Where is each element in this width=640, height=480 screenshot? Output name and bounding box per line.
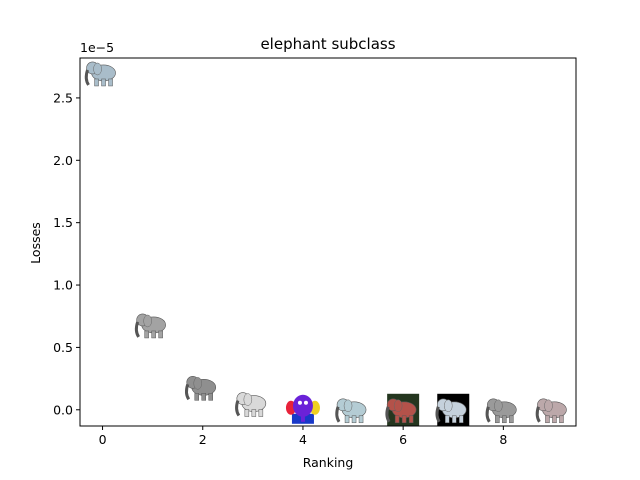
y-axis-label: Losses [28, 222, 43, 264]
elephant-icon [435, 393, 470, 426]
x-tick-label: 4 [299, 432, 307, 447]
y-scale-note: 1e−5 [80, 40, 114, 55]
y-tick-label: 2.0 [53, 153, 73, 168]
plot-area-frame [79, 57, 577, 427]
x-tick-label: 8 [499, 432, 507, 447]
x-tick-label: 0 [99, 432, 107, 447]
x-axis-label: Ranking [303, 455, 354, 470]
y-tick-label: 2.5 [53, 90, 73, 105]
y-tick-label: 1.5 [53, 215, 73, 230]
elephant-icon [84, 61, 116, 87]
elephant-icon [184, 376, 217, 401]
elephant-icon [134, 313, 166, 339]
chart-title: elephant subclass [260, 35, 395, 53]
axis-ticks: 0 2 4 6 8 0.0 0.5 1.0 1.5 2.0 2.5 [53, 90, 507, 447]
x-tick-label: 2 [199, 432, 207, 447]
elephant-icon [235, 392, 267, 417]
elephant-icon [485, 398, 517, 424]
y-tick-label: 0.0 [53, 402, 73, 417]
y-tick-label: 0.5 [53, 340, 73, 355]
x-tick-label: 6 [399, 432, 407, 447]
elephant-icon [535, 398, 567, 424]
elephant-icon [335, 398, 367, 424]
elephant-photo-icon [385, 393, 420, 426]
y-tick-label: 1.0 [53, 278, 73, 293]
cartoon-elephant-icon [285, 394, 320, 424]
data-markers [84, 61, 567, 426]
